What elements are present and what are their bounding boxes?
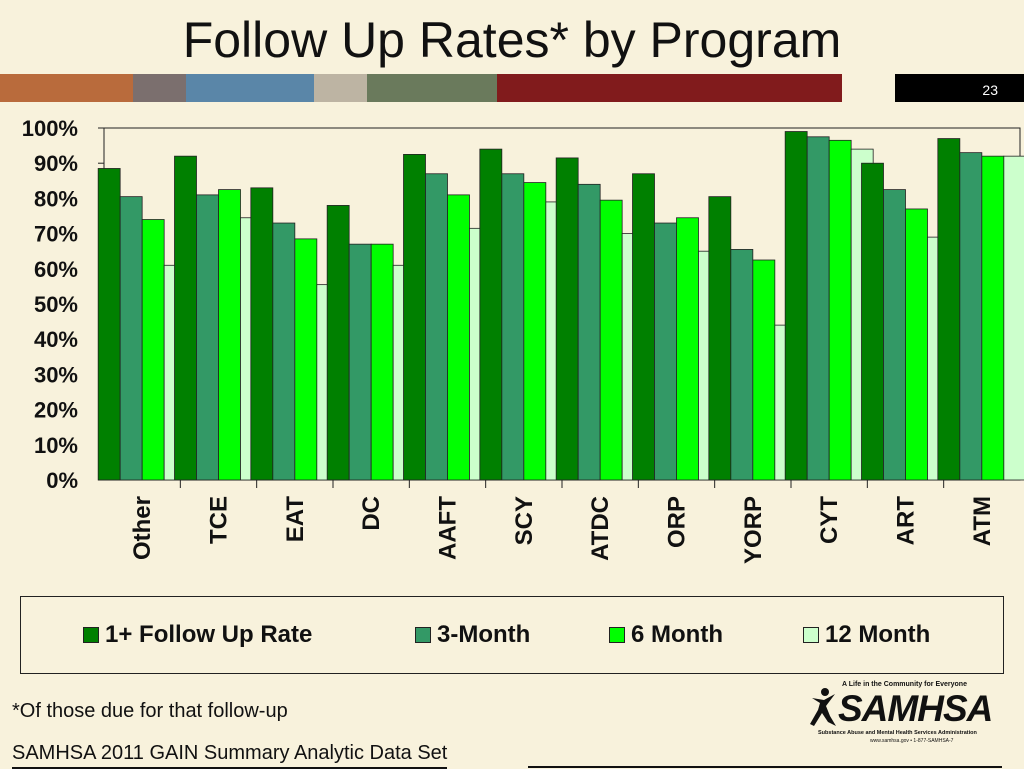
- bar-3-month-cyt: [806, 136, 830, 481]
- bar-3-month-orp: [654, 222, 677, 481]
- bar-6-month-aaft: [447, 194, 470, 481]
- bar-1-follow-up-rate-dc: [326, 205, 350, 481]
- logo-subtitle: Substance Abuse and Mental Health Servic…: [818, 730, 977, 736]
- bar-chart: 0% 10% 20% 30% 40% 50% 60% 70% 80% 90% 100% Other TC…: [22, 116, 1024, 564]
- header-stripe-segment: [842, 74, 895, 102]
- bar-3-month-atdc: [577, 183, 601, 481]
- bar-6-month-cyt: [828, 139, 852, 481]
- bar-6-month-atm: [981, 155, 1005, 481]
- y-tick-label: 60%: [34, 257, 78, 282]
- x-category-label: Other: [129, 496, 156, 560]
- x-category-label: DC: [358, 496, 385, 531]
- bar-6-month-orp: [676, 217, 699, 481]
- bar-6-month-yorp: [752, 259, 776, 481]
- bar-3-month-dc: [348, 243, 372, 481]
- header-stripe-segment: [0, 74, 133, 102]
- bar-3-month-art: [883, 189, 906, 481]
- bar-3-month-tce: [196, 194, 219, 481]
- bar-3-month-yorp: [730, 249, 754, 481]
- legend-swatch: [83, 627, 99, 643]
- x-category-label: CYT: [816, 496, 843, 544]
- bar-1-follow-up-rate-aaft: [403, 154, 426, 481]
- legend-label: 12 Month: [825, 621, 931, 648]
- bar-3-month-atm: [959, 152, 983, 481]
- y-tick-label: 100%: [22, 116, 78, 141]
- bar-6-month-scy: [523, 182, 547, 481]
- bar-6-month-atdc: [599, 199, 623, 481]
- x-category-label: YORP: [740, 496, 767, 564]
- bar-3-month-other: [119, 196, 143, 481]
- x-category-label: ORP: [664, 496, 691, 548]
- header-stripe-segment: [497, 74, 842, 102]
- legend-item-6-month: 6 Month: [609, 621, 723, 649]
- legend-item-3-month: 3-Month: [415, 621, 530, 649]
- x-category-label: TCE: [206, 496, 233, 544]
- y-tick-label: 80%: [34, 186, 78, 211]
- bar-3-month-scy: [501, 173, 525, 481]
- bar-3-month-eat: [272, 222, 296, 481]
- bar-6-month-art: [905, 208, 928, 481]
- y-tick-label: 30%: [34, 362, 78, 387]
- bar-1-follow-up-rate-atdc: [555, 157, 579, 481]
- slide-title: Follow Up Rates* by Program: [182, 12, 842, 68]
- y-tick-label: 50%: [34, 292, 78, 317]
- logo-wordmark: SAMHSA: [838, 688, 993, 729]
- y-tick-label: 40%: [34, 327, 78, 352]
- x-category-label: AAFT: [435, 496, 462, 560]
- y-tick-label: 10%: [34, 433, 78, 458]
- x-category-label: EAT: [282, 496, 309, 543]
- bar-1-follow-up-rate-scy: [479, 148, 503, 481]
- legend-swatch: [415, 627, 431, 643]
- chart-area: 0% 10% 20% 30% 40% 50% 60% 70% 80% 90% 100% Other TC…: [0, 104, 1024, 594]
- y-tick-label: 0%: [46, 468, 78, 493]
- person-figure-icon: [810, 688, 836, 726]
- bar-1-follow-up-rate-atm: [937, 138, 961, 481]
- legend-item-12-month: 12 Month: [803, 621, 930, 649]
- legend-item-follow-up-rate: 1+ Follow Up Rate: [83, 621, 312, 649]
- bar-1-follow-up-rate-orp: [632, 173, 655, 481]
- bar-1-follow-up-rate-cyt: [784, 131, 808, 481]
- bar-6-month-dc: [370, 243, 394, 481]
- bar-1-follow-up-rate-art: [861, 162, 884, 481]
- bar-6-month-eat: [294, 238, 318, 481]
- bar-1-follow-up-rate-yorp: [708, 196, 732, 481]
- bar-6-month-tce: [218, 189, 241, 481]
- legend-swatch: [609, 627, 625, 643]
- logo-tagline: A Life in the Community for Everyone: [842, 681, 967, 688]
- y-tick-label: 70%: [34, 222, 78, 247]
- header-stripe-segment: [314, 74, 367, 102]
- legend-swatch: [803, 627, 819, 643]
- bar-1-follow-up-rate-other: [97, 168, 121, 481]
- x-category-label: ART: [893, 496, 920, 546]
- header-stripe-segment: [133, 74, 186, 102]
- source-note: SAMHSA 2011 GAIN Summary Analytic Data S…: [12, 742, 448, 769]
- footer-rule: [528, 766, 1002, 768]
- x-category-label: SCY: [511, 496, 538, 545]
- legend-label: 6 Month: [631, 621, 723, 648]
- header-stripe-segment: [186, 74, 314, 102]
- bar-6-month-other: [141, 219, 165, 481]
- footnote: *Of those due for that follow-up: [12, 700, 288, 722]
- y-tick-label: 20%: [34, 398, 78, 423]
- x-category-label: ATDC: [587, 496, 614, 561]
- samhsa-logo: A Life in the Community for Everyone SAM…: [808, 680, 993, 744]
- bar-1-follow-up-rate-tce: [174, 155, 197, 481]
- header-stripe-segment: [367, 74, 497, 102]
- y-tick-label: 90%: [34, 151, 78, 176]
- logo-url: www.samhsa.gov • 1-877-SAMHSA-7: [870, 738, 954, 744]
- chart-legend: 1+ Follow Up Rate 3-Month 6 Month 12 Mon…: [20, 596, 1004, 674]
- legend-label: 1+ Follow Up Rate: [105, 621, 313, 648]
- x-category-label: ATM: [969, 496, 996, 546]
- bar-1-follow-up-rate-eat: [250, 187, 274, 481]
- bar-12-month-atm: [1003, 155, 1024, 481]
- slide-number: 23: [895, 74, 1024, 102]
- legend-label: 3-Month: [437, 621, 531, 648]
- bar-3-month-aaft: [425, 173, 448, 481]
